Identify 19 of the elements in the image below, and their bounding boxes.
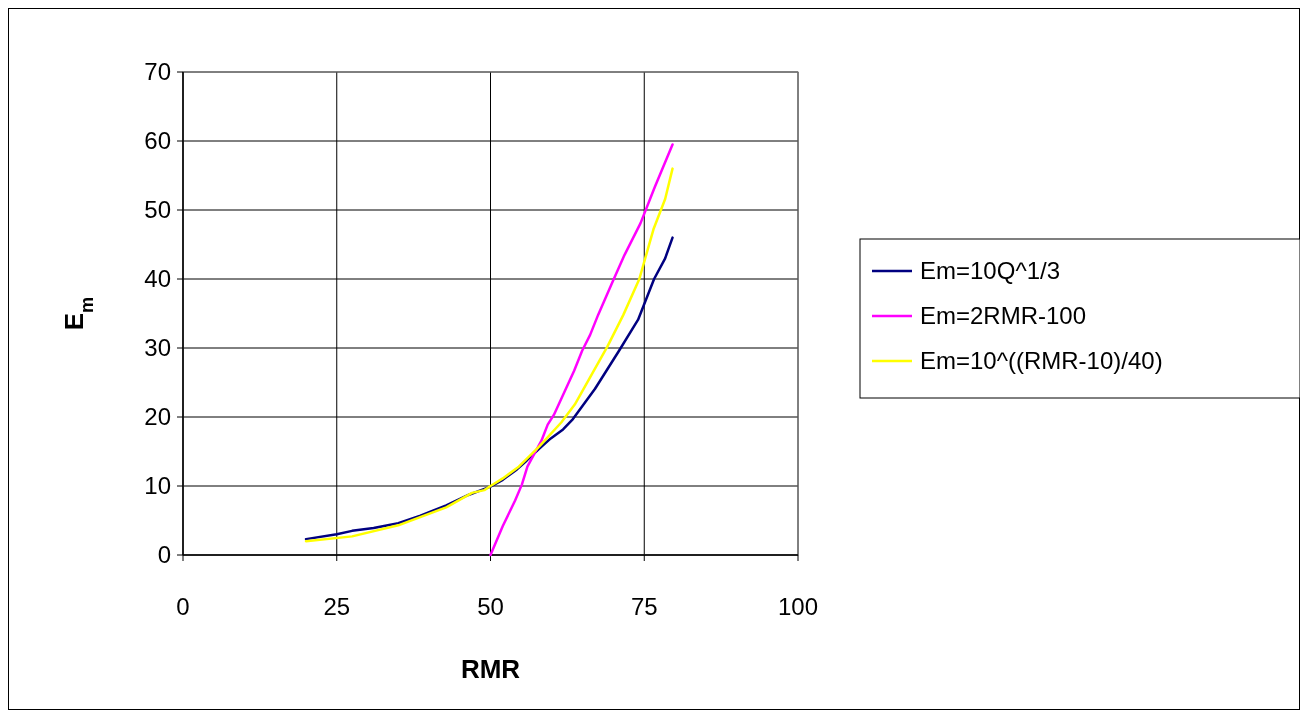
y-tick-label: 20 bbox=[144, 403, 171, 430]
legend-label: Em=10^((RMR-10)/40) bbox=[920, 347, 1163, 374]
line-series bbox=[304, 167, 674, 543]
y-tick-label: 50 bbox=[144, 196, 171, 223]
y-tick-label: 70 bbox=[144, 58, 171, 85]
x-tick-label: 75 bbox=[630, 593, 658, 620]
line-series bbox=[489, 143, 674, 557]
y-tick-label: 10 bbox=[144, 472, 171, 499]
x-tick-label: 50 bbox=[477, 593, 504, 620]
legend-label: Em=2RMR-100 bbox=[920, 302, 1087, 329]
y-tick-label: 40 bbox=[144, 265, 171, 292]
x-tick-label: 100 bbox=[777, 593, 819, 620]
x-axis-title: RMR bbox=[460, 654, 521, 684]
x-tick-label: 25 bbox=[323, 593, 351, 620]
x-tick-label: 0 bbox=[176, 593, 190, 620]
y-tick-label: 30 bbox=[144, 334, 171, 361]
y-tick-label: 60 bbox=[144, 127, 171, 154]
legend-label: Em=10Q^1/3 bbox=[920, 257, 1061, 284]
y-tick-label: 0 bbox=[157, 541, 171, 568]
